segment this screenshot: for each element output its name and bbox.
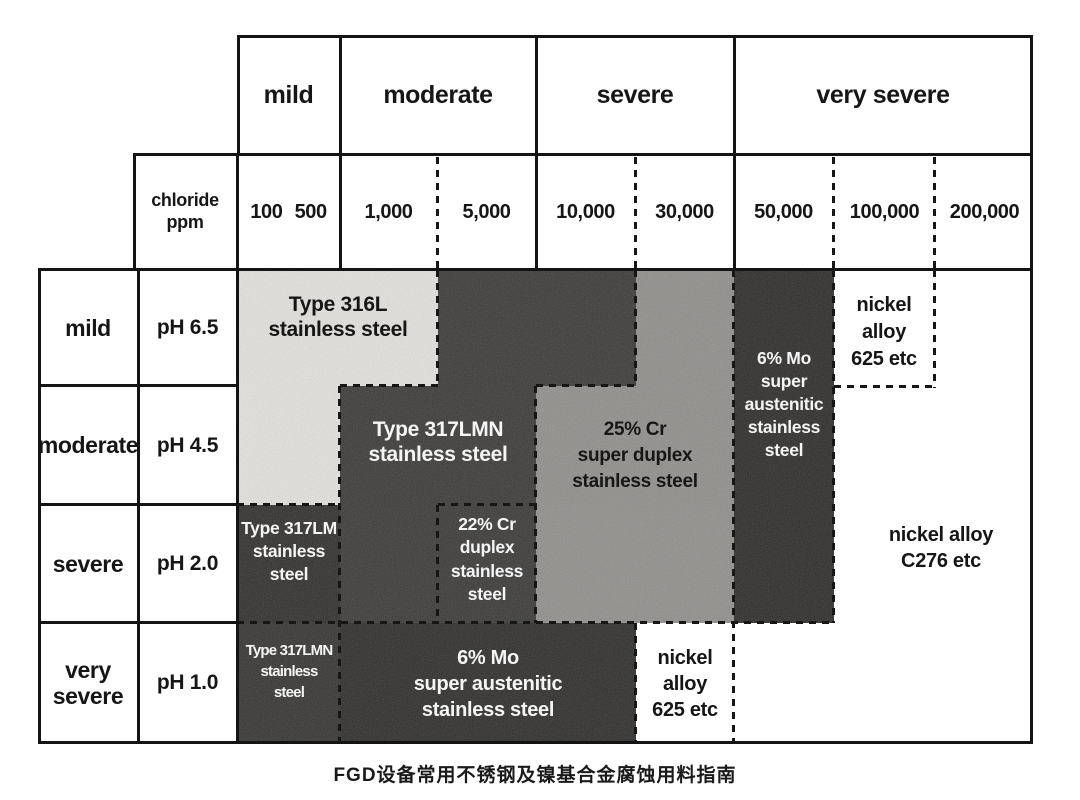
grid-line-body-bottom <box>38 741 1033 744</box>
col-header-mild: mild <box>263 80 314 109</box>
grid-line-row-moderate-severe <box>38 503 239 506</box>
chloride-tick-100-500: 100 500 <box>250 200 327 223</box>
chloride-tick-100000: 100,000 <box>849 200 920 223</box>
chloride-tick-200000: 200,000 <box>949 200 1020 223</box>
region-label-nickel-c276: nickel alloy C276 etc <box>888 524 994 572</box>
grid-line-row-severe-verysevere <box>38 621 239 624</box>
region-label-type-317lmn-bottom: Type 317LMN stainless steel <box>245 642 334 701</box>
region-label-type-316l: Type 316L stainless steel <box>268 293 408 342</box>
grid-line-col-mild-moderate <box>339 35 342 271</box>
chloride-tick-30000: 30,000 <box>655 200 714 223</box>
row-header-very-severe: very severe <box>52 656 124 709</box>
dashed-border-22cr-left <box>436 505 439 623</box>
grid-line-chloride-cell-left <box>133 153 136 271</box>
region-label-6mo-bottom: 6% Mo super austenitic stainless steel <box>413 647 563 721</box>
dashed-border-25cr-step <box>536 384 636 387</box>
dashed-border-row-severe-verysevere <box>237 621 834 624</box>
row-header-severe: severe <box>52 550 124 577</box>
col-header-moderate: moderate <box>383 80 493 109</box>
ph-cell-2-0: pH 2.0 <box>156 552 219 575</box>
col-header-severe: severe <box>596 80 674 109</box>
chloride-ppm-label: chloride ppm <box>151 190 219 232</box>
region-label-type-317lm: Type 317LM stainless steel <box>241 518 337 585</box>
dashed-border-22cr-top <box>438 503 536 506</box>
dashed-border-625-top-right <box>933 270 936 388</box>
dashed-border-316l-step <box>340 384 439 387</box>
grid-line-left-table-divider <box>137 268 140 744</box>
col-header-very-severe: very severe <box>816 80 950 109</box>
ph-cell-6-5: pH 6.5 <box>156 316 219 339</box>
grid-line-right <box>1030 35 1033 744</box>
chloride-tick-50000: 50,000 <box>754 200 813 223</box>
dashed-border-chloride-10000-30000 <box>634 157 637 268</box>
chloride-tick-5000: 5,000 <box>462 200 511 223</box>
ph-cell-4-5: pH 4.5 <box>156 433 219 457</box>
region-label-25cr-super-duplex: 25% Cr super duplex stainless steel <box>572 419 698 493</box>
chloride-tick-10000: 10,000 <box>556 200 615 223</box>
region-label-nickel-625-bottom: nickel alloy 625 etc <box>652 647 718 721</box>
row-header-mild: mild <box>65 314 111 341</box>
grid-line-row-mild-moderate <box>38 384 239 387</box>
dashed-border-316l-right <box>436 270 439 386</box>
region-label-nickel-625-top: nickel alloy 625 etc <box>851 294 917 370</box>
dashed-border-chloride-1000-5000 <box>436 157 439 268</box>
dashed-border-6mo-strip-right <box>832 270 835 623</box>
grid-line-col-severe-verysevere <box>733 35 736 271</box>
region-label-6mo-strip: 6% Mo super austenitic stainless steel <box>744 348 824 461</box>
grid-line-mild-left <box>237 35 240 155</box>
region-label-22cr-duplex: 22% Cr duplex stainless steel <box>450 514 524 605</box>
grid-line-header-top <box>237 35 1033 38</box>
dashed-border-317lmn-25cr <box>634 270 637 386</box>
grid-line-left-table-right <box>236 153 239 743</box>
region-label-type-317lmn: Type 317LMN stainless steel <box>368 418 508 467</box>
ph-cell-1-0: pH 1.0 <box>156 671 219 694</box>
dashed-border-316l-bottom <box>237 503 340 506</box>
dashed-border-chloride-100000-200000 <box>933 157 936 268</box>
dashed-border-625-top-bottom <box>834 385 935 388</box>
row-header-moderate: moderate <box>37 432 139 459</box>
grid-line-left-table-left <box>38 268 41 744</box>
grid-line-col-moderate-severe <box>535 35 538 271</box>
chloride-tick-1000: 1,000 <box>364 200 413 223</box>
dashed-border-625-bottom-left <box>634 623 637 743</box>
dashed-border-vertical-734 <box>732 270 735 743</box>
dashed-border-vertical-340 <box>338 386 341 743</box>
dashed-border-chloride-50000-100000 <box>832 157 835 268</box>
chart-caption: FGD设备常用不锈钢及镍基合金腐蚀用料指南 <box>333 765 737 786</box>
grid-line-header-bottom <box>133 153 1033 156</box>
